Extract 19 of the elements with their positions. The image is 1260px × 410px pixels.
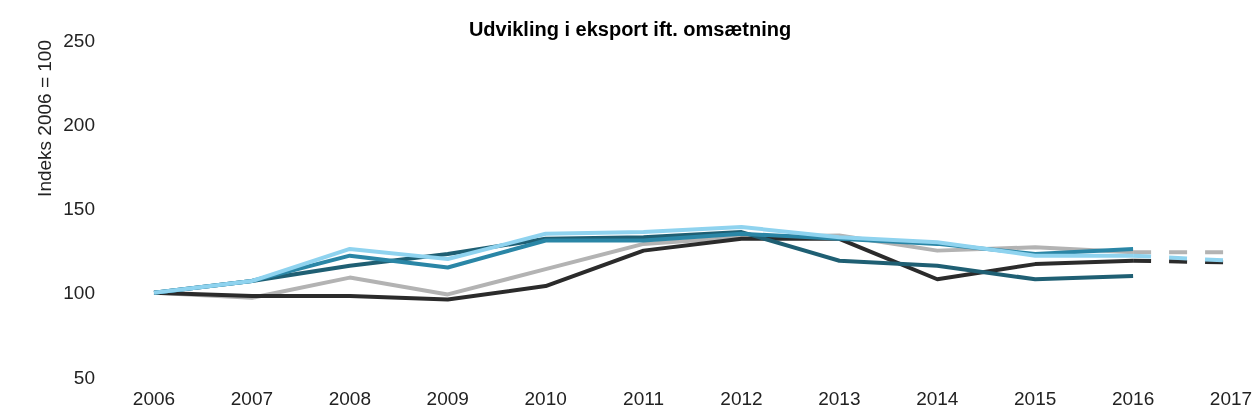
- y-tick-label: 250: [63, 29, 95, 51]
- x-tick-label: 2017: [1209, 388, 1253, 409]
- y-tick-label: 50: [73, 366, 95, 388]
- chart-title: Udvikling i eksport ift. omsætning: [468, 18, 792, 40]
- x-tick-label: 2016: [1111, 388, 1155, 409]
- x-tick-label: 2006: [132, 388, 176, 409]
- x-tick-label: 2008: [328, 388, 371, 409]
- y-tick-label: 100: [63, 282, 95, 304]
- x-tick-label: 2007: [230, 388, 274, 409]
- x-tick-label: 2014: [916, 388, 959, 409]
- x-tick-label: 2012: [720, 388, 763, 409]
- x-tick-label: 2009: [426, 388, 469, 409]
- y-tick-label: 150: [63, 198, 95, 219]
- x-tick-label: 2013: [818, 388, 861, 409]
- y-axis-title: Indeks 2006 = 100: [34, 40, 55, 197]
- x-tick-label: 2010: [524, 388, 567, 409]
- y-tick-label: 200: [63, 113, 95, 135]
- x-tick-label: 2015: [1014, 388, 1057, 409]
- x-tick-label: 2011: [623, 388, 664, 409]
